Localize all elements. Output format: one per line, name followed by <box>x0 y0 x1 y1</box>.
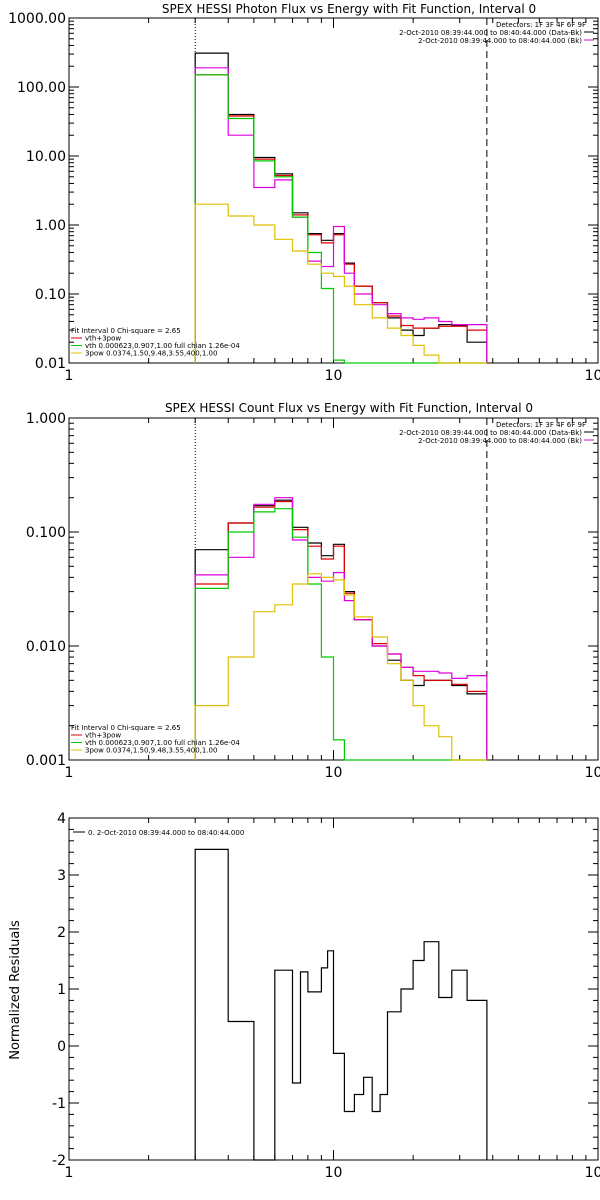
residuals-panel: Normalized Residuals 1 10 100 -2 -1 0 1 2 3 4 0. 2… <box>8 811 600 1181</box>
fit-legend-entry: vth+3pow <box>85 732 121 740</box>
x-tick-label: 100 <box>585 368 600 384</box>
y-tick-label: 4 <box>57 811 66 827</box>
y-tick-label: 1.000 <box>26 411 66 427</box>
x-tick-label: 10 <box>325 368 343 384</box>
series-1-histogram <box>194 500 488 760</box>
y-tick-label: -1 <box>52 1096 66 1112</box>
series-0-histogram <box>194 499 488 760</box>
top-legend-entry: 2-Oct-2010 08:39:44.000 to 08:40:44.000 … <box>399 29 582 37</box>
x-tick-label: 100 <box>585 765 600 781</box>
residuals-ylabel: Normalized Residuals <box>8 920 23 1060</box>
photon-flux-panel: SPEX HESSI Photon Flux vs Energy with Fi… <box>8 2 600 384</box>
fit-legend-entry: vth 0.000623,0.907,1.00 full chian 1.26e… <box>85 739 240 747</box>
top-legend-entry: 2-Oct-2010 08:39:44.000 to 08:40:44.000 … <box>399 429 582 437</box>
count-flux-title: SPEX HESSI Count Flux vs Energy with Fit… <box>165 401 533 415</box>
top-legend-entry: Detectors: 1F 3F 4F 6F 9F <box>496 421 586 429</box>
x-tick-label: 1 <box>65 765 74 781</box>
y-tick-label: 0.100 <box>26 525 66 541</box>
x-tick-label: 1 <box>65 368 74 384</box>
y-tick-label: 3 <box>57 868 66 884</box>
top-legend-entry: 2-Oct-2010 08:39:44.000 to 08:40:44.000 … <box>418 37 582 45</box>
y-tick-label: 1 <box>57 982 66 998</box>
fit-legend-entry: vth 0.000623,0.907,1.00 full chian 1.26e… <box>85 342 240 350</box>
series-3-histogram <box>194 74 487 364</box>
y-tick-label: 0.10 <box>35 287 66 303</box>
y-tick-label: -2 <box>52 1153 66 1169</box>
x-tick-label: 10 <box>325 765 343 781</box>
series-4-histogram <box>194 203 487 364</box>
fit-legend-entry: Fit Interval 0 Chi-square = 2.65 <box>71 327 181 335</box>
y-tick-label: 2 <box>57 925 66 941</box>
series-0-histogram <box>194 848 488 1161</box>
top-legend-entry: Detectors: 1F 3F 4F 6F 9F <box>496 21 586 29</box>
y-tick-label: 10.00 <box>26 149 66 165</box>
x-tick-label: 1 <box>65 1165 74 1181</box>
series-1-histogram <box>194 74 488 363</box>
y-tick-label: 100.00 <box>17 80 66 96</box>
fit-legend-entry: Fit Interval 0 Chi-square = 2.65 <box>71 724 181 732</box>
fit-legend-entry: vth+3pow <box>85 335 121 343</box>
y-tick-label: 1.00 <box>35 218 66 234</box>
y-tick-label: 0 <box>57 1039 66 1055</box>
series-2-histogram <box>194 497 488 760</box>
photon-flux-title: SPEX HESSI Photon Flux vs Energy with Fi… <box>162 2 536 16</box>
fit-legend-entry: 3pow 0.0374,1.50,9.48,3.55,400,1.00 <box>85 747 217 755</box>
x-tick-label: 10 <box>325 1165 343 1181</box>
count-flux-panel: SPEX HESSI Count Flux vs Energy with Fit… <box>26 401 600 781</box>
series-0-histogram <box>194 52 488 363</box>
series-2-histogram <box>194 67 488 363</box>
y-tick-label: 0.001 <box>26 753 66 769</box>
y-tick-label: 1000.00 <box>8 11 66 27</box>
fit-legend-entry: 3pow 0.0374,1.50,9.48,3.55,400,1.00 <box>85 350 217 358</box>
top-legend-entry: 2-Oct-2010 08:39:44.000 to 08:40:44.000 … <box>418 437 582 445</box>
y-tick-label: 0.01 <box>35 356 66 372</box>
series-4-histogram <box>194 573 487 761</box>
series-3-histogram <box>194 508 487 761</box>
x-tick-label: 100 <box>585 1165 600 1181</box>
residual-legend-entry: 0. 2-Oct-2010 08:39:44.000 to 08:40:44.0… <box>88 829 244 837</box>
y-tick-label: 0.010 <box>26 639 66 655</box>
